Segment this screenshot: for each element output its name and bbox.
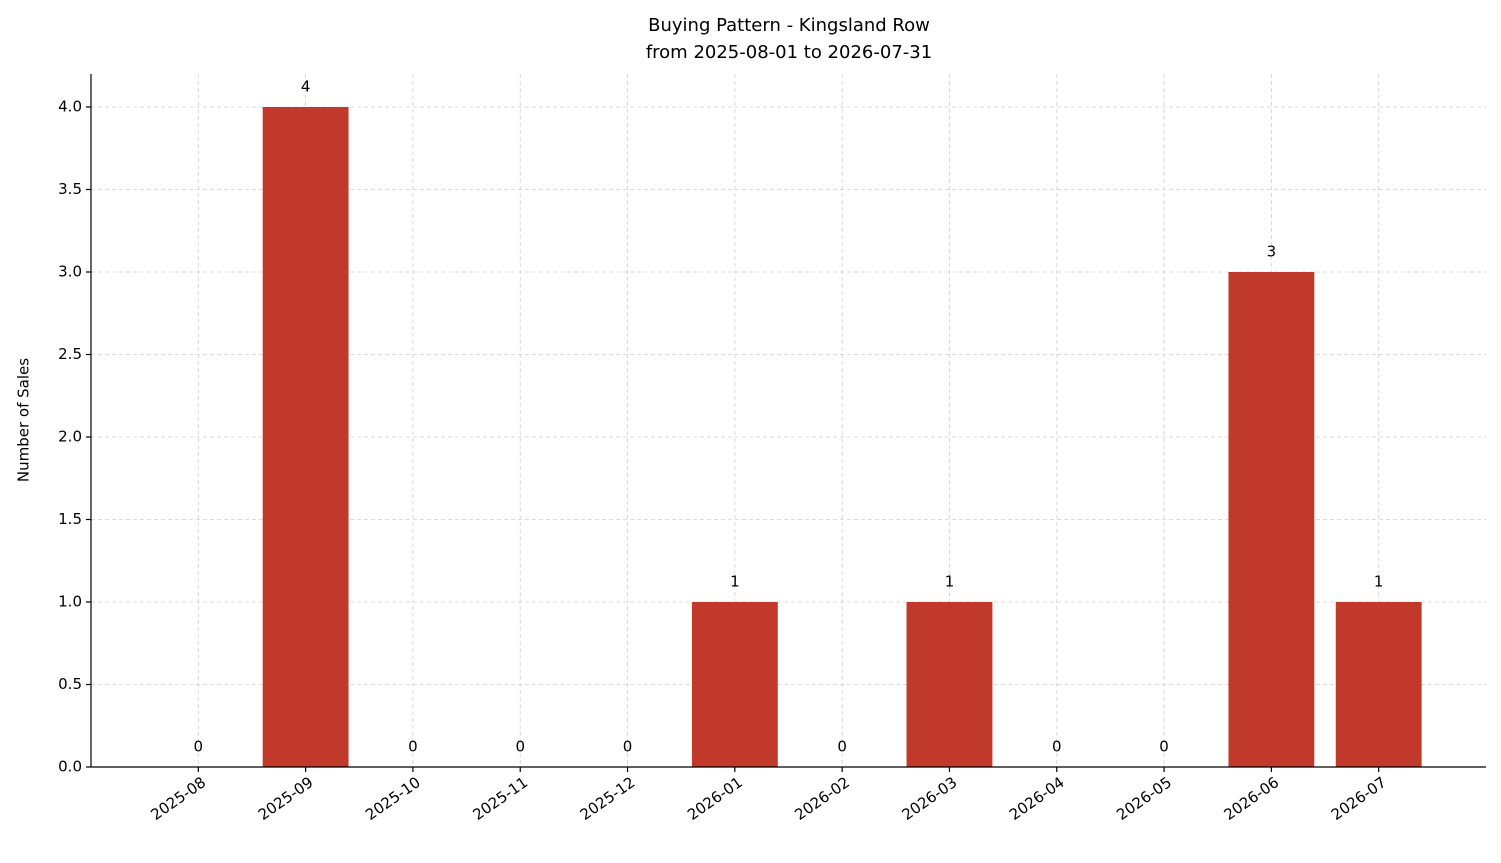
x-tick-label: 2026-05 — [1113, 773, 1175, 824]
x-tick-label: 2025-11 — [469, 773, 531, 824]
y-tick-label: 1.0 — [58, 593, 82, 611]
x-tick-label: 2025-12 — [577, 773, 639, 824]
y-tick-label: 3.0 — [58, 263, 82, 281]
y-tick-label: 3.5 — [58, 180, 82, 198]
y-tick-label: 0.5 — [58, 675, 82, 693]
data-label: 0 — [408, 738, 418, 756]
data-label: 0 — [837, 738, 847, 756]
x-tick-label: 2025-09 — [255, 773, 317, 824]
data-label: 4 — [301, 78, 311, 96]
data-label: 0 — [623, 738, 633, 756]
y-tick-label: 2.0 — [58, 428, 82, 446]
y-tick-label: 4.0 — [58, 98, 82, 116]
x-tick-label: 2026-01 — [684, 773, 746, 824]
bar — [1228, 272, 1315, 767]
y-tick-label: 1.5 — [58, 510, 82, 528]
chart-subtitle: from 2025-08-01 to 2026-07-31 — [646, 42, 932, 63]
y-axis-label: Number of Sales — [15, 358, 33, 482]
x-tick-label: 2026-06 — [1221, 773, 1283, 824]
x-tick-label: 2025-08 — [148, 773, 210, 824]
x-tick-label: 2026-07 — [1328, 773, 1390, 824]
bar — [1335, 602, 1422, 767]
data-label: 1 — [1374, 573, 1384, 591]
x-tick-label: 2026-02 — [791, 773, 853, 824]
bar — [262, 107, 349, 767]
data-label: 0 — [194, 738, 204, 756]
x-tick-label: 2026-03 — [899, 773, 961, 824]
data-label: 1 — [730, 573, 740, 591]
data-label: 1 — [945, 573, 955, 591]
y-tick-label: 0.0 — [58, 758, 82, 776]
bar — [906, 602, 993, 767]
x-tick-label: 2025-10 — [362, 773, 424, 824]
bar — [691, 602, 778, 767]
y-tick-label: 2.5 — [58, 345, 82, 363]
data-label: 0 — [1159, 738, 1169, 756]
chart-title: Buying Pattern - Kingsland Row — [648, 15, 930, 36]
data-label: 0 — [515, 738, 525, 756]
data-label: 0 — [1052, 738, 1062, 756]
data-label: 3 — [1267, 243, 1277, 261]
x-tick-label: 2026-04 — [1006, 773, 1068, 824]
